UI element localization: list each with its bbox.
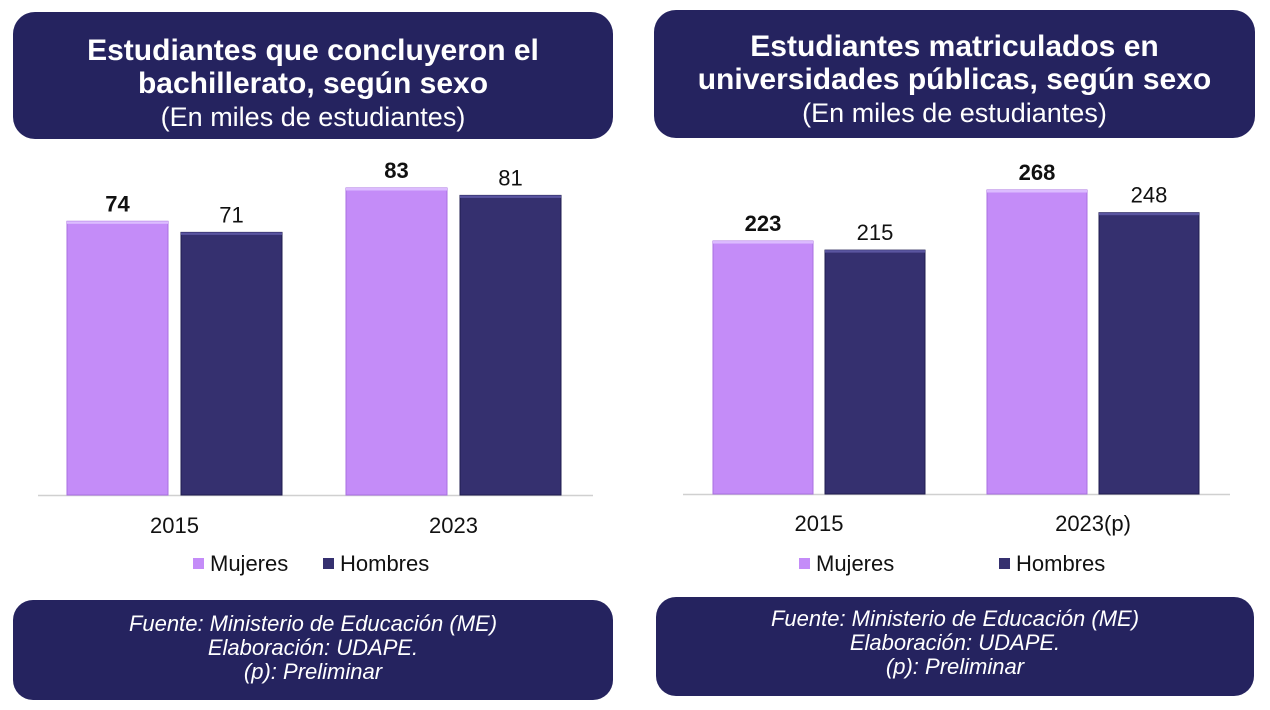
bar-hombres-2023	[459, 194, 562, 496]
data-label-mujeres-2015: 223	[745, 211, 782, 236]
chart-title-panel-left: Estudiantes que concluyeron el bachiller…	[13, 12, 613, 139]
data-label-hombres-2023: 81	[498, 165, 522, 190]
bar-hombres-2015	[180, 231, 283, 496]
chart-title-panel-right: Estudiantes matriculados en universidade…	[654, 10, 1255, 138]
bar-highlight	[987, 190, 1087, 193]
bar-mujeres-2015	[712, 240, 814, 495]
bar-highlight	[181, 232, 282, 235]
preliminary-note: (p): Preliminar	[885, 654, 1025, 679]
legend-label-mujeres: Mujeres	[816, 551, 894, 576]
legend-label-mujeres: Mujeres	[210, 551, 288, 576]
legend-swatch-mujeres	[193, 558, 204, 569]
bar-hombres-2023(p)	[1098, 212, 1200, 495]
legend-label-hombres: Hombres	[1016, 551, 1105, 576]
bar-mujeres-2023	[345, 187, 448, 496]
bar-highlight	[67, 221, 168, 224]
bar-highlight	[460, 195, 561, 198]
data-label-mujeres-2023(p): 268	[1019, 160, 1056, 185]
source-line: Fuente: Ministerio de Educación (ME)	[770, 606, 1140, 631]
elaboration-line: Elaboración: UDAPE.	[207, 635, 419, 660]
bar-chart-bachillerato: 74 71 2015 83 81 2023 Mujeres Hombres	[38, 158, 593, 576]
chart-title-line2: bachillerato, según sexo	[137, 67, 489, 100]
bar-highlight	[346, 188, 447, 191]
bar-hombres-2015	[824, 249, 926, 495]
x-tick-label: 2015	[150, 513, 199, 538]
legend-swatch-hombres	[323, 558, 334, 569]
bar-chart-universidades: 223 215 2015 268 248 2023(p) Mujeres Hombres	[683, 160, 1230, 576]
bar-highlight	[825, 250, 925, 253]
x-tick-label: 2015	[795, 511, 844, 536]
legend-swatch-hombres	[999, 558, 1010, 569]
chart-title-line1: Estudiantes matriculados en	[750, 30, 1159, 63]
chart-title-line1: Estudiantes que concluyeron el	[87, 34, 539, 67]
bar-highlight	[1099, 212, 1199, 216]
chart-subtitle: (En miles de estudiantes)	[802, 98, 1107, 128]
source-note-left: Fuente: Ministerio de Educación (ME) Ela…	[13, 600, 613, 700]
bar-mujeres-2023(p)	[986, 189, 1088, 495]
preliminary-note: (p): Preliminar	[243, 659, 383, 684]
data-label-hombres-2015: 215	[857, 220, 894, 245]
chart-title-line2: universidades públicas, según sexo	[697, 63, 1212, 96]
source-line: Fuente: Ministerio de Educación (ME)	[128, 611, 498, 636]
chart-subtitle: (En miles de estudiantes)	[160, 102, 466, 132]
data-label-mujeres-2023: 83	[384, 158, 408, 183]
x-tick-label: 2023	[429, 513, 478, 538]
data-label-mujeres-2015: 74	[105, 191, 130, 216]
bar-mujeres-2015	[66, 220, 169, 496]
legend-swatch-mujeres	[799, 558, 810, 569]
data-label-hombres-2015: 71	[219, 202, 243, 227]
data-label-hombres-2023(p): 248	[1131, 183, 1168, 208]
elaboration-line: Elaboración: UDAPE.	[849, 630, 1061, 655]
bar-highlight	[713, 241, 813, 244]
x-tick-label: 2023(p)	[1055, 511, 1131, 536]
legend-label-hombres: Hombres	[340, 551, 429, 576]
source-note-right: Fuente: Ministerio de Educación (ME) Ela…	[656, 597, 1254, 696]
